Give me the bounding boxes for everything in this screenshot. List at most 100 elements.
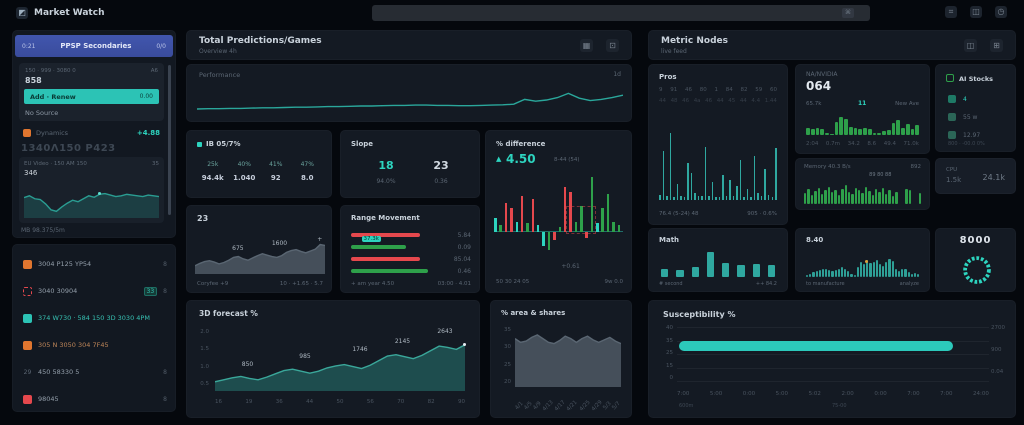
pros-header-row2: 44 48 46 4a 46 44 45 44 4.4 1.44 bbox=[659, 98, 777, 104]
topbar-apps-icon[interactable]: ◫ bbox=[970, 6, 982, 18]
right-header-panel: Metric Nodes live feed ◫ ⊞ bbox=[648, 30, 1016, 60]
watchlist-label: 450 58330 5 bbox=[38, 368, 80, 376]
watchlist-label: 3004 P125 YP54 bbox=[38, 260, 92, 268]
donut-gauge bbox=[960, 251, 994, 289]
kpi-row[interactable]: 12.97 bbox=[948, 129, 1007, 141]
app-title: Market Watch bbox=[34, 8, 105, 18]
tick-label: 34.2 bbox=[847, 141, 860, 147]
tick-label: 900 bbox=[991, 347, 1002, 353]
tick-label: 8.6 bbox=[867, 141, 877, 147]
tick-label: 0.7m bbox=[825, 141, 841, 147]
area23-footer-left: Coryfee +9 bbox=[197, 281, 229, 287]
tick-label: 44 bbox=[716, 98, 724, 104]
donut-panel: 8000 bbox=[935, 228, 1016, 292]
tick-label: 50 bbox=[336, 399, 344, 405]
math-footer-right: ++ 84.2 bbox=[755, 281, 777, 287]
watchlist-row[interactable]: 3004 P125 YP54 8 bbox=[23, 255, 167, 273]
slope-title: Slope bbox=[351, 140, 374, 148]
tick-label: 1.44 bbox=[764, 98, 777, 104]
susceptibility-y-axis: 40 35 25 15 0 bbox=[657, 325, 673, 381]
watchlist-red-outline-icon bbox=[23, 286, 32, 296]
point-label: 850 bbox=[241, 360, 254, 368]
renew-button-value: 0.00 bbox=[139, 93, 153, 100]
pros-title: Pros bbox=[659, 73, 677, 81]
spark-card-meta-right: 35 bbox=[152, 161, 159, 167]
tick-label: 2.0 bbox=[200, 329, 209, 335]
tick-label: 5:00 bbox=[775, 391, 789, 397]
tick-label: 46 bbox=[685, 87, 692, 93]
tick-label: 24:00 bbox=[973, 391, 989, 397]
search-box[interactable]: ⌘ bbox=[372, 5, 870, 21]
cpu-value: 1.5k bbox=[946, 176, 962, 184]
marker-dot bbox=[462, 343, 466, 347]
kpi-row[interactable]: 55 w bbox=[948, 111, 1007, 123]
memory-title: Memory 40.3 B/s bbox=[804, 164, 851, 170]
math-footer-left: # second bbox=[659, 281, 683, 287]
dynamics-row[interactable]: Dynamics +4.88 bbox=[19, 127, 164, 139]
counter-label: 0.36 bbox=[434, 178, 448, 185]
topbar-clock-icon[interactable]: ◷ bbox=[995, 6, 1007, 18]
susceptibility-foot-mid: 75-00 bbox=[832, 403, 847, 409]
susceptibility-title: Susceptibility % bbox=[663, 310, 736, 319]
wallet-icon bbox=[948, 131, 956, 139]
tick-label: 5:00 bbox=[709, 391, 723, 397]
watchlist-right: 8 bbox=[163, 368, 167, 376]
kpi-value: 12.97 bbox=[963, 131, 981, 139]
topbar-grid-icon[interactable]: ⌗ bbox=[945, 6, 957, 18]
calendar-icon[interactable]: ⊡ bbox=[606, 39, 619, 52]
tick-label: 1 bbox=[714, 87, 719, 93]
forecast-x-axis: 16 19 36 44 50 56 70 82 90 bbox=[215, 399, 465, 405]
tick-label: 44 bbox=[306, 399, 314, 405]
nvidia-mid-stat: 11 bbox=[858, 100, 867, 107]
spark840-panel: 8.40 to manufacture analyze bbox=[795, 228, 930, 292]
nvidia-panel: NA/NVIDIA 064 65.7k 11 New Ave 2:04 0.7m 3… bbox=[795, 64, 930, 154]
watchlist-label: 374 W730 · 584 150 3D 3030 4PM bbox=[38, 314, 150, 322]
panels-icon[interactable]: ◫ bbox=[964, 39, 977, 52]
memory-right-stat: 892 bbox=[910, 164, 922, 170]
stats-panel: IB 05/7% 25k 94.4k 40% 1.040 41% 92 47% … bbox=[186, 130, 332, 198]
kpi-row[interactable]: 4 bbox=[948, 93, 1007, 105]
pros-footer-right: 905 · 0.6% bbox=[747, 211, 777, 217]
sidebar-scrollbar[interactable] bbox=[168, 65, 171, 215]
point-label: + bbox=[317, 236, 323, 244]
tick-label: 7:00 bbox=[940, 391, 953, 397]
performance-panel: Performance 1d bbox=[186, 64, 632, 122]
tick-label: 0:00 bbox=[742, 391, 756, 397]
watchlist-row[interactable]: 98045 8 bbox=[23, 390, 167, 408]
screener-bar[interactable]: 0:21 PPSP Secondaries 0/0 bbox=[15, 35, 173, 57]
tick-label: 25 bbox=[504, 361, 511, 368]
watchlist-row[interactable]: 305 N 3050 304 7F45 bbox=[23, 336, 167, 354]
difference-footer-left: 50 30 24 05 bbox=[496, 279, 530, 285]
shares-title: % area & shares bbox=[501, 309, 566, 317]
memory-note: 89 80 88 bbox=[869, 172, 892, 178]
add-widget-icon[interactable]: ⊞ bbox=[990, 39, 1003, 52]
tick-label: 36 bbox=[275, 399, 283, 405]
stat-label: 25k bbox=[207, 161, 219, 168]
watchlist-row[interactable]: 29 450 58330 5 8 bbox=[23, 363, 167, 381]
tick-label: 60 bbox=[770, 87, 777, 93]
memory-panel: Memory 40.3 B/s 892 89 80 88 bbox=[795, 158, 930, 210]
stat-label: 40% bbox=[237, 161, 251, 168]
watchlist-label: 3040 30904 bbox=[38, 287, 78, 295]
grid-view-icon[interactable]: ▦ bbox=[580, 39, 593, 52]
watchlist-row[interactable]: 374 W730 · 584 150 3D 3030 4PM bbox=[23, 309, 167, 327]
kpi-value: 55 w bbox=[963, 113, 978, 121]
slope-counter-a: 18 94.0% bbox=[371, 159, 401, 185]
tick-label: 56 bbox=[366, 399, 374, 405]
watchlist-row[interactable]: 3040 30904 33 8 bbox=[23, 282, 167, 300]
trend-up-icon: ▲ bbox=[496, 155, 502, 163]
stat-col: 25k 94.4k bbox=[197, 161, 229, 189]
susceptibility-foot-left: 600m bbox=[679, 403, 694, 409]
point-label: 2145 bbox=[394, 338, 411, 346]
topbar: ◩ Market Watch ⌘ ⌗ ◫ ◷ bbox=[0, 0, 1024, 26]
ai-stocks-title: AI Stocks bbox=[959, 75, 994, 83]
search-input[interactable] bbox=[378, 5, 818, 21]
marker-dot bbox=[98, 192, 102, 196]
memory-bar-chart bbox=[804, 179, 922, 204]
dynamics-value: +4.88 bbox=[136, 129, 160, 137]
nvidia-right-stat: New Ave bbox=[895, 101, 919, 107]
stat-label: 47% bbox=[300, 161, 314, 168]
tick-label: 44 bbox=[739, 98, 747, 104]
renew-button[interactable]: Add · Renew 0.00 bbox=[24, 89, 159, 104]
tick-label: 1.5 bbox=[200, 346, 209, 353]
